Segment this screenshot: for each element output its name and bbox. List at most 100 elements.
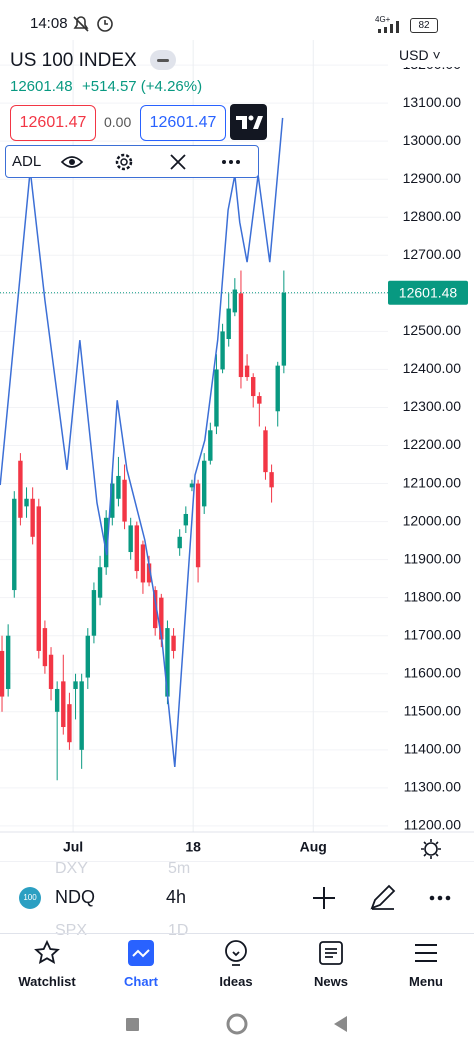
network: 4G+ [375,15,391,24]
candle-body [36,506,41,651]
candle-body [257,396,262,404]
candle-body [128,525,133,553]
candle-body [103,517,109,568]
candle-body [220,331,225,370]
candle-body [189,483,195,488]
y-tick-label: 13100.00 [403,94,462,110]
symbol-title[interactable]: US 100 INDEX [10,50,137,71]
candle-body [48,654,54,689]
last-price-box [388,280,468,305]
candle-body [281,292,287,366]
status-time: 14:08 [30,15,68,32]
candle-body [244,365,250,378]
nav-label[interactable]: News [314,974,348,989]
indicator-line [0,117,284,768]
y-tick-label: 12300.00 [403,398,462,414]
y-tick-label: 11500.00 [404,702,462,718]
x-tick-label: Jul [63,839,83,855]
indicator-bar[interactable]: ADL [5,145,259,178]
ghost-interval: 1D [168,922,189,939]
nav-label[interactable]: Menu [409,974,443,989]
candle-body [18,460,23,518]
signal [378,21,399,33]
y-tick-label: 12500.00 [403,322,462,338]
nav-label[interactable]: Chart [124,974,158,989]
toolbar-icons[interactable] [310,884,460,912]
y-tick-label: 11200.00 [404,817,462,833]
candle-body [146,563,152,583]
y-tick-label: 12000.00 [403,512,462,528]
buy-button[interactable]: 12601.47 [140,105,226,141]
candle-body [12,498,17,591]
candle-body [232,289,238,313]
candle-body [208,430,213,461]
candle-body [134,525,140,572]
nav-label[interactable]: Watchlist [18,974,76,989]
candle-body [140,544,146,583]
nav-chart[interactable]: Chart [94,938,188,989]
candle-body [269,472,274,488]
divider [0,933,474,934]
indicator-name: ADL [12,153,42,170]
currency-label[interactable]: USD [399,47,429,63]
candle-body [263,430,268,473]
x-tick-label: 18 [185,839,201,855]
candle-body [24,498,29,507]
system-nav[interactable] [0,1005,474,1045]
candle-body [54,688,60,712]
interval[interactable]: 4h [166,887,187,908]
nav-label[interactable]: Ideas [219,974,253,989]
candle-body [238,293,244,378]
candle-body [5,635,11,689]
candle-body [97,567,103,598]
candle-body [91,590,97,636]
symbol[interactable]: NDQ [55,887,95,908]
candle-body [116,475,121,499]
candle-body [0,650,5,697]
candle-body [226,308,231,339]
y-tick-label: 11600.00 [404,664,462,680]
candle-body [251,377,256,397]
candle-body [110,483,115,518]
collapse-button[interactable] [150,50,176,70]
last-price: 12601.48 [10,78,73,95]
status-icons [73,16,113,32]
sell-button[interactable]: 12601.47 [10,105,96,141]
candle-body [165,628,170,697]
nav-watchlist[interactable]: Watchlist [0,938,94,989]
nav-news[interactable]: News [284,938,378,989]
battery: 82 [410,18,438,33]
candle-body [67,704,72,743]
y-tick-label: 11400.00 [404,741,462,757]
candle-body [61,681,66,728]
nav-ideas[interactable]: Ideas [189,938,283,989]
spread: 0.00 [104,114,132,130]
candle-body [177,536,182,549]
y-tick-label: 13000.00 [403,132,462,148]
y-tick-label: 12100.00 [403,474,462,490]
candle-body [79,681,84,750]
nav-menu[interactable]: Menu [379,938,473,989]
y-tick-label: 11700.00 [404,626,462,642]
last-price-label: 12601.48 [399,284,458,300]
x-tick-label: Aug [300,839,327,855]
candle-body [195,483,201,568]
y-tick-label: 12900.00 [403,170,462,186]
candle-body [275,365,280,412]
candle-body [122,479,127,522]
settings-icon[interactable] [420,838,442,860]
chart: 11200.00 11300.00 11400.00 11500.00 11600.00… [0,40,474,862]
y-tick-label: 11900.00 [404,550,462,566]
ghost-symbol: DXY [55,860,88,877]
ghost-interval: 5m [168,860,191,877]
candle-body [159,597,164,640]
y-tick-label: 12200.00 [403,436,462,452]
candle-body [85,635,90,678]
y-tick-label: 12800.00 [403,208,462,224]
tv-logo[interactable] [230,104,267,140]
indicator-icons[interactable] [58,150,253,174]
currency[interactable]: USD ˅ [399,47,467,67]
price-change: +514.57 (+4.26%) [82,78,203,95]
ghost-symbol: SPX [55,922,88,939]
